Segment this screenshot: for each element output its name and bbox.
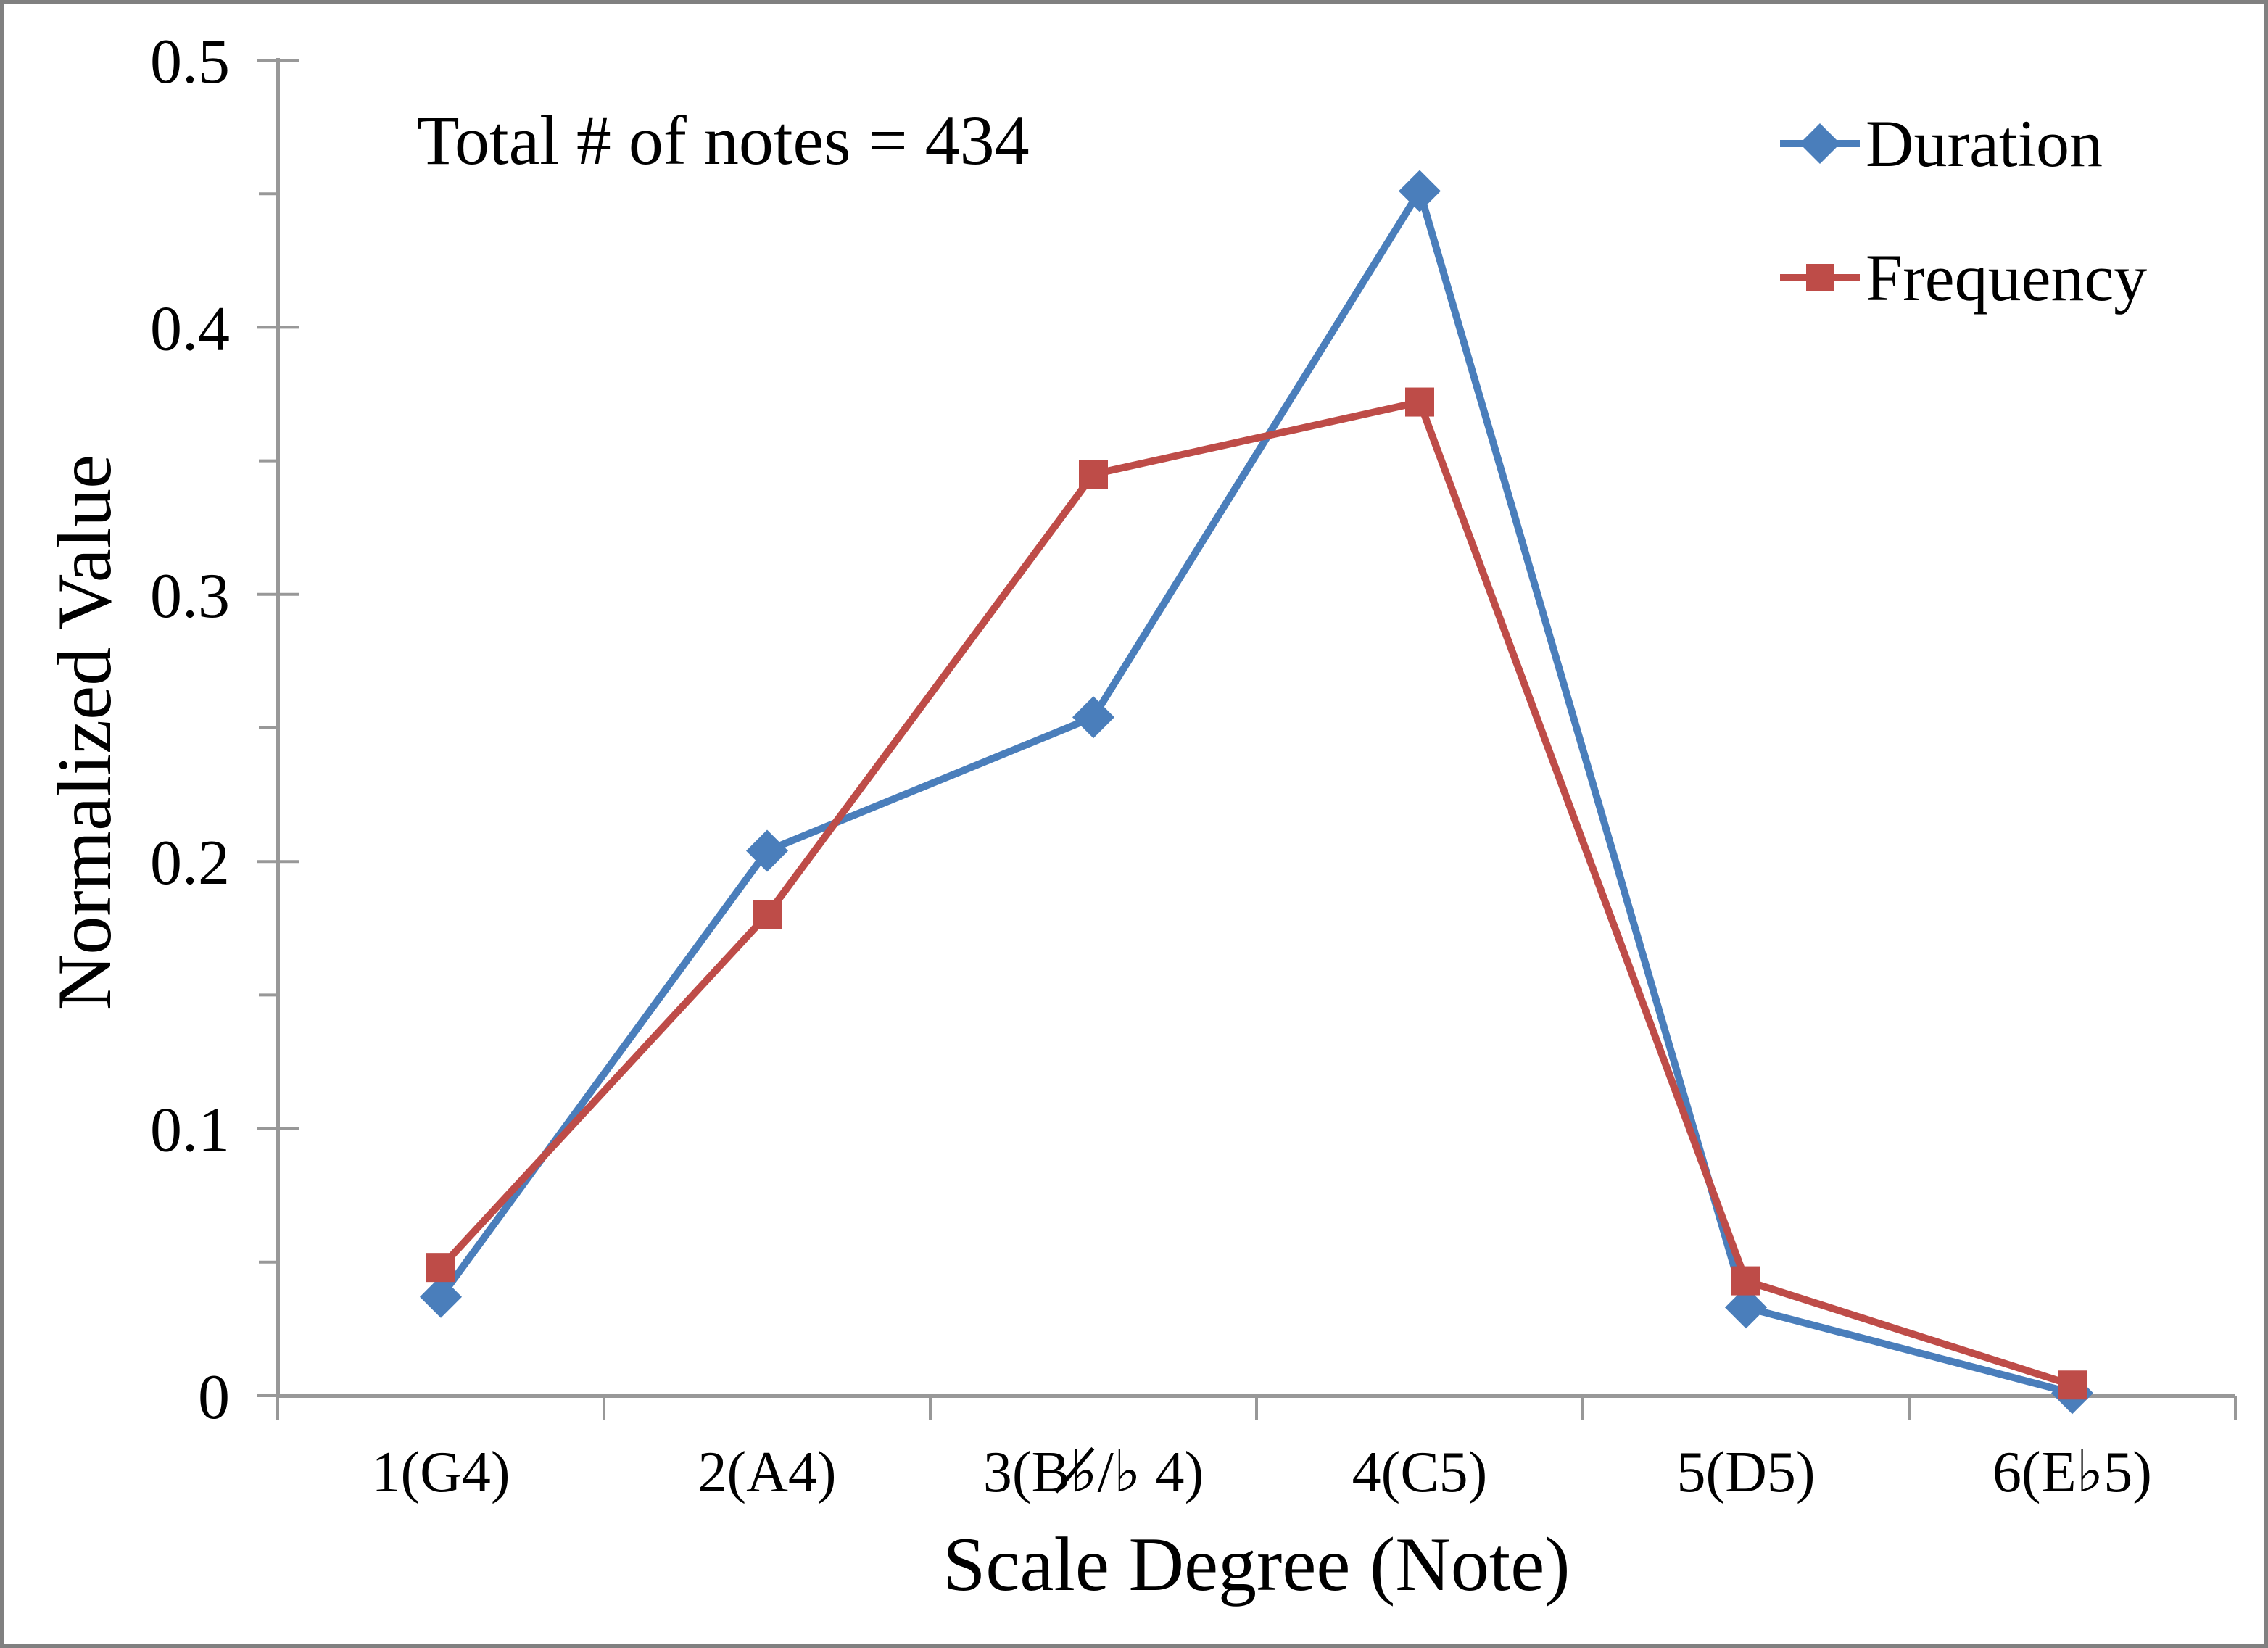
series-duration-line	[437, 187, 2076, 1397]
legend-item-duration: Duration	[1780, 104, 2147, 183]
legend-label-frequency: Frequency	[1866, 241, 2148, 315]
legend-square-icon	[1806, 264, 1834, 291]
y-tick-label: 0	[198, 1362, 230, 1433]
legend: Duration Frequency	[1780, 104, 2147, 372]
marker-frequency-4	[1405, 387, 1434, 417]
duration-series-marker-icon	[1780, 123, 1860, 164]
x-axis-title: Scale Degree (Note)	[943, 1522, 1570, 1607]
y-axis-title: Normalized Value	[42, 454, 127, 1011]
marker-frequency-3	[1079, 460, 1108, 489]
marker-duration-1	[420, 1275, 462, 1318]
annotation-total-notes: Total # of notes = 434	[417, 102, 1030, 179]
y-tick-label: 0.4	[150, 294, 230, 364]
legend-label-duration: Duration	[1866, 107, 2103, 181]
legend-item-frequency: Frequency	[1780, 238, 2147, 318]
marker-duration-5	[1725, 1286, 1767, 1329]
marker-duration-2	[746, 829, 788, 872]
marker-frequency-1	[426, 1253, 455, 1283]
series-frequency-line	[437, 398, 2076, 1389]
marker-frequency-5	[1731, 1266, 1760, 1296]
x-tick-label: 2(A4)	[698, 1441, 836, 1504]
marker-duration-4	[1399, 170, 1441, 212]
x-tick-label: 6(E♭5)	[1992, 1441, 2152, 1504]
marker-frequency-2	[753, 900, 782, 929]
y-tick-label: 0.2	[150, 828, 230, 898]
marker-duration-3	[1072, 696, 1114, 739]
y-tick-label: 0.1	[150, 1096, 230, 1166]
plot-area: 0 0.1 0.2 0.3 0.4 0.5 1(G4) 2(A4) 3(B♭̸/♭ 4) 4(C5…	[150, 27, 2237, 1504]
y-tick-label: 0.5	[150, 27, 230, 97]
marker-frequency-6	[2058, 1370, 2087, 1400]
x-tick-label: 3(B♭̸/♭ 4)	[983, 1441, 1204, 1504]
x-tick-label: 1(G4)	[371, 1441, 510, 1504]
y-tick-label: 0.3	[150, 561, 230, 632]
x-tick-label: 5(D5)	[1676, 1441, 1815, 1504]
x-tick-label: 4(C5)	[1352, 1441, 1488, 1504]
legend-diamond-icon	[1800, 123, 1840, 164]
frequency-series-marker-icon	[1780, 264, 1860, 291]
